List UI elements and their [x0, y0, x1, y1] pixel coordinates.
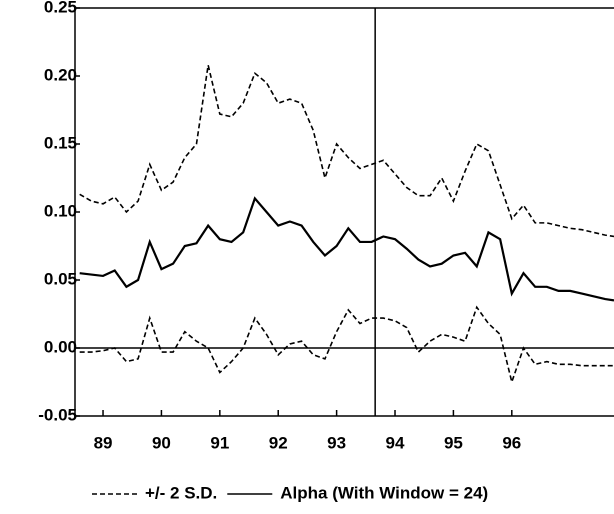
series-line — [79, 305, 614, 385]
legend-label: +/- 2 S.D. — [145, 483, 217, 502]
legend-label: Alpha (With Window = 24) — [280, 483, 488, 502]
x-tick-label: 90 — [152, 433, 171, 452]
series-line — [79, 64, 614, 238]
y-tick-label: -0.05 — [38, 405, 77, 424]
x-tick-label: 89 — [94, 433, 113, 452]
x-tick-label: 94 — [386, 433, 405, 452]
series-line — [79, 196, 614, 302]
y-tick-label: 0.00 — [44, 337, 77, 356]
y-tick-label: 0.20 — [44, 65, 77, 84]
y-tick-label: 0.05 — [44, 269, 77, 288]
y-tick-label: 0.25 — [44, 0, 77, 16]
y-tick-label: 0.10 — [44, 201, 77, 220]
x-tick-label: 92 — [269, 433, 288, 452]
plot-frame — [74, 7, 614, 417]
x-tick-label: 96 — [502, 433, 521, 452]
x-tick-label: 93 — [327, 433, 346, 452]
y-tick-label: 0.15 — [44, 133, 77, 152]
x-tick-label: 95 — [444, 433, 463, 452]
x-tick-label: 91 — [210, 433, 229, 452]
